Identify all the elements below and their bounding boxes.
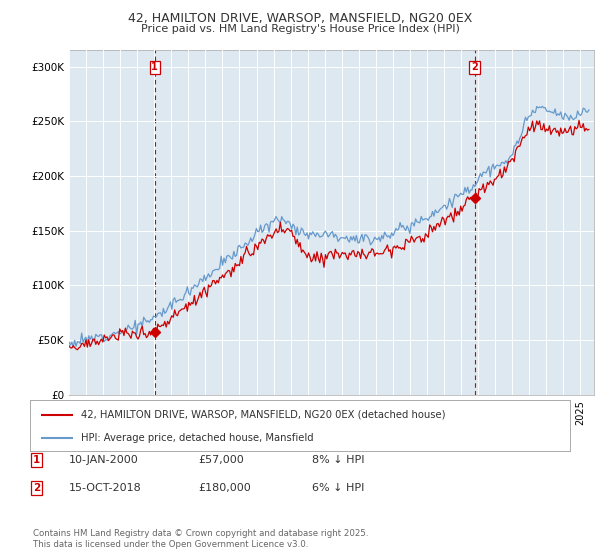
Text: 1: 1	[151, 62, 158, 72]
Text: 42, HAMILTON DRIVE, WARSOP, MANSFIELD, NG20 0EX: 42, HAMILTON DRIVE, WARSOP, MANSFIELD, N…	[128, 12, 472, 25]
Text: £180,000: £180,000	[198, 483, 251, 493]
Text: 10-JAN-2000: 10-JAN-2000	[69, 455, 139, 465]
Text: 1: 1	[33, 455, 40, 465]
Text: HPI: Average price, detached house, Mansfield: HPI: Average price, detached house, Mans…	[82, 433, 314, 443]
Text: Price paid vs. HM Land Registry's House Price Index (HPI): Price paid vs. HM Land Registry's House …	[140, 24, 460, 34]
Text: 6% ↓ HPI: 6% ↓ HPI	[312, 483, 364, 493]
Text: 8% ↓ HPI: 8% ↓ HPI	[312, 455, 365, 465]
Text: 2: 2	[471, 62, 478, 72]
Text: 2: 2	[33, 483, 40, 493]
Text: 42, HAMILTON DRIVE, WARSOP, MANSFIELD, NG20 0EX (detached house): 42, HAMILTON DRIVE, WARSOP, MANSFIELD, N…	[82, 409, 446, 419]
Text: £57,000: £57,000	[198, 455, 244, 465]
Text: Contains HM Land Registry data © Crown copyright and database right 2025.
This d: Contains HM Land Registry data © Crown c…	[33, 529, 368, 549]
Text: 15-OCT-2018: 15-OCT-2018	[69, 483, 142, 493]
